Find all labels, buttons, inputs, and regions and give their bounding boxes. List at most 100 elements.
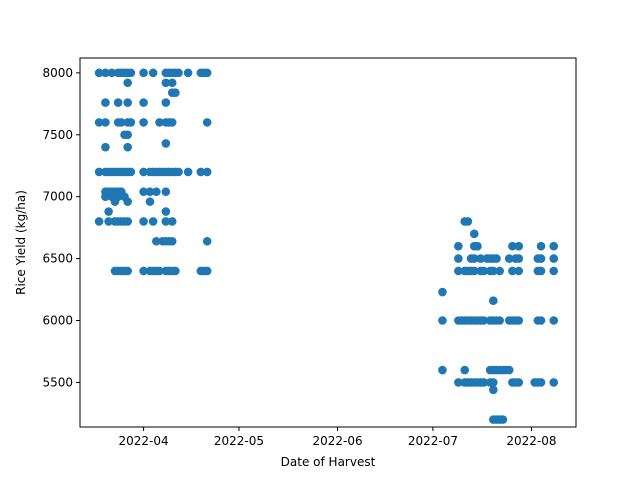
data-point bbox=[479, 316, 489, 325]
data-point bbox=[174, 167, 183, 177]
data-point bbox=[152, 236, 161, 246]
y-tick-label: 7500 bbox=[42, 128, 73, 142]
data-point bbox=[155, 266, 164, 276]
data-point bbox=[123, 217, 132, 226]
data-point bbox=[202, 68, 212, 78]
data-point bbox=[536, 316, 546, 325]
data-point bbox=[101, 68, 110, 78]
data-point bbox=[161, 78, 171, 88]
data-point bbox=[167, 236, 177, 246]
data-point bbox=[139, 266, 148, 276]
data-point bbox=[495, 266, 504, 276]
data-point bbox=[139, 68, 148, 78]
data-point bbox=[549, 316, 559, 325]
data-point bbox=[107, 68, 117, 78]
data-point bbox=[536, 266, 546, 276]
data-point bbox=[145, 187, 155, 197]
data-point bbox=[536, 241, 546, 251]
data-point bbox=[148, 68, 158, 78]
x-axis-title: Date of Harvest bbox=[281, 455, 376, 469]
data-point bbox=[171, 266, 180, 276]
data-point bbox=[167, 78, 177, 88]
data-point bbox=[94, 167, 104, 177]
data-point bbox=[489, 296, 498, 306]
data-point bbox=[508, 241, 517, 251]
data-point bbox=[183, 167, 193, 177]
data-point bbox=[139, 217, 148, 226]
data-point bbox=[504, 254, 514, 263]
data-point bbox=[123, 130, 132, 140]
x-axis: 2022-04 2022-05 2022-06 2022-07 2022-08 bbox=[119, 427, 557, 448]
data-point bbox=[126, 167, 136, 177]
data-point bbox=[167, 217, 177, 226]
data-point bbox=[514, 254, 524, 263]
data-point bbox=[476, 254, 485, 263]
data-point bbox=[161, 98, 171, 107]
data-point bbox=[113, 98, 123, 107]
data-point bbox=[101, 98, 110, 107]
data-point bbox=[489, 266, 498, 276]
y-tick-label: 6000 bbox=[42, 314, 73, 328]
data-point bbox=[438, 287, 447, 297]
y-axis: 5500 6000 6500 7000 7500 8000 bbox=[42, 66, 80, 389]
data-point bbox=[492, 254, 501, 263]
data-point bbox=[94, 118, 104, 127]
data-point bbox=[161, 207, 171, 216]
data-point bbox=[514, 266, 524, 276]
x-tick-label: 2022-07 bbox=[408, 434, 458, 448]
data-point bbox=[536, 254, 546, 263]
data-point bbox=[104, 207, 113, 216]
data-point bbox=[101, 142, 110, 152]
data-point bbox=[161, 217, 171, 226]
data-point bbox=[123, 142, 132, 152]
data-point bbox=[126, 68, 136, 78]
data-point bbox=[139, 98, 148, 107]
data-point bbox=[508, 266, 517, 276]
data-point bbox=[161, 139, 171, 148]
data-point bbox=[463, 217, 473, 226]
data-point bbox=[489, 385, 498, 395]
data-point bbox=[94, 68, 104, 78]
data-point bbox=[549, 378, 559, 387]
data-point bbox=[117, 118, 126, 127]
data-point bbox=[202, 266, 212, 276]
data-point bbox=[202, 118, 212, 127]
data-point bbox=[460, 365, 470, 375]
data-point bbox=[495, 316, 504, 325]
data-point bbox=[183, 68, 193, 78]
data-point bbox=[438, 365, 447, 375]
data-point bbox=[498, 415, 508, 424]
x-tick-label: 2022-04 bbox=[119, 434, 169, 448]
data-point bbox=[152, 187, 161, 197]
data-point bbox=[123, 78, 132, 88]
data-point bbox=[514, 316, 524, 325]
data-point bbox=[504, 365, 514, 375]
data-points bbox=[94, 68, 559, 424]
y-tick-label: 5500 bbox=[42, 375, 73, 389]
data-point bbox=[139, 187, 148, 197]
data-point bbox=[469, 254, 479, 263]
data-point bbox=[202, 167, 212, 177]
data-point bbox=[123, 197, 132, 206]
data-point bbox=[536, 378, 546, 387]
data-point bbox=[454, 266, 463, 276]
data-point bbox=[469, 266, 479, 276]
data-point bbox=[139, 167, 148, 177]
plot-frame bbox=[79, 57, 577, 428]
y-tick-label: 6500 bbox=[42, 252, 73, 266]
data-point bbox=[126, 118, 136, 127]
data-point bbox=[549, 254, 559, 263]
data-point bbox=[479, 266, 489, 276]
y-tick-label: 8000 bbox=[42, 66, 73, 80]
data-point bbox=[514, 378, 524, 387]
data-point bbox=[454, 241, 463, 251]
data-point bbox=[123, 266, 132, 276]
data-point bbox=[549, 241, 559, 251]
data-point bbox=[479, 378, 489, 387]
data-point bbox=[104, 217, 113, 226]
data-point bbox=[549, 266, 559, 276]
data-point bbox=[123, 98, 132, 107]
data-point bbox=[196, 167, 206, 177]
